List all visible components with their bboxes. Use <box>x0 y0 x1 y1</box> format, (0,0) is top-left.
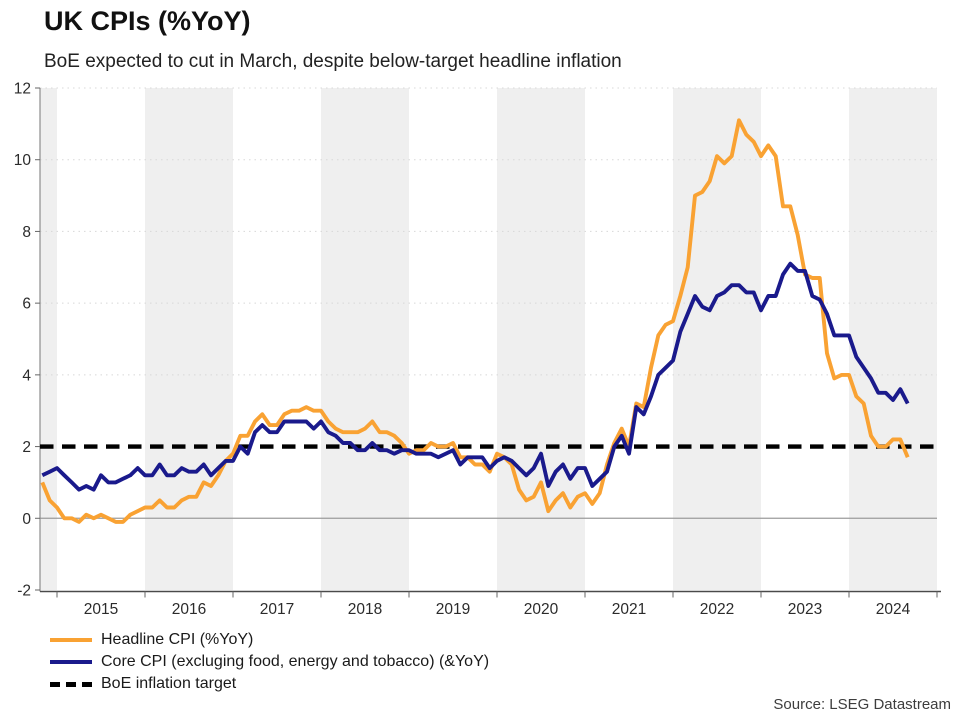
axes <box>35 87 941 598</box>
legend: Headline CPI (%YoY) Core CPI (excluging … <box>50 631 489 693</box>
y-tick-label: -2 <box>17 583 31 600</box>
chart-subtitle: BoE expected to cut in March, despite be… <box>44 51 622 72</box>
source-credit: Source: LSEG Datastream <box>773 696 951 713</box>
x-tick-label: 2017 <box>260 601 294 618</box>
x-tick-label: 2016 <box>172 601 206 618</box>
legend-label: Headline CPI (%YoY) <box>101 631 254 648</box>
boe-target-swatch-icon <box>50 681 92 687</box>
x-tick-label: 2019 <box>436 601 470 618</box>
x-tick-label: 2018 <box>348 601 382 618</box>
axis-labels: -2 0 2 4 6 8 10 12 2015 2016 2017 2018 2019 2020 2021 2… <box>14 81 911 619</box>
legend-item-headline-cpi: Headline CPI (%YoY) <box>50 631 489 649</box>
y-tick-label: 2 <box>22 439 31 456</box>
core-cpi-swatch-icon <box>50 660 92 664</box>
y-tick-label: 4 <box>22 367 31 384</box>
x-tick-label: 2015 <box>84 601 118 618</box>
x-tick-label: 2021 <box>612 601 646 618</box>
y-tick-label: 8 <box>22 224 31 241</box>
x-tick-label: 2022 <box>700 601 734 618</box>
y-tick-label: 10 <box>14 152 32 169</box>
legend-label: BoE inflation target <box>101 675 237 692</box>
headline-cpi-line <box>40 118 910 524</box>
y-tick-label: 6 <box>22 296 31 313</box>
gridlines <box>40 87 937 519</box>
x-tick-label: 2020 <box>524 601 559 618</box>
core-cpi-line <box>41 261 910 492</box>
headline-cpi-swatch-icon <box>50 638 92 642</box>
legend-label: Core CPI (excluging food, energy and tob… <box>101 653 490 670</box>
chart-title: UK CPIs (%YoY) <box>44 6 251 36</box>
x-tick-label: 2024 <box>876 601 911 618</box>
legend-item-boe-target: BoE inflation target <box>50 675 489 693</box>
legend-item-core-cpi: Core CPI (excluging food, energy and tob… <box>50 653 489 671</box>
x-tick-label: 2023 <box>788 601 822 618</box>
y-tick-label: 0 <box>22 511 31 528</box>
year-shading-bands <box>40 88 937 590</box>
y-tick-label: 12 <box>14 81 31 98</box>
